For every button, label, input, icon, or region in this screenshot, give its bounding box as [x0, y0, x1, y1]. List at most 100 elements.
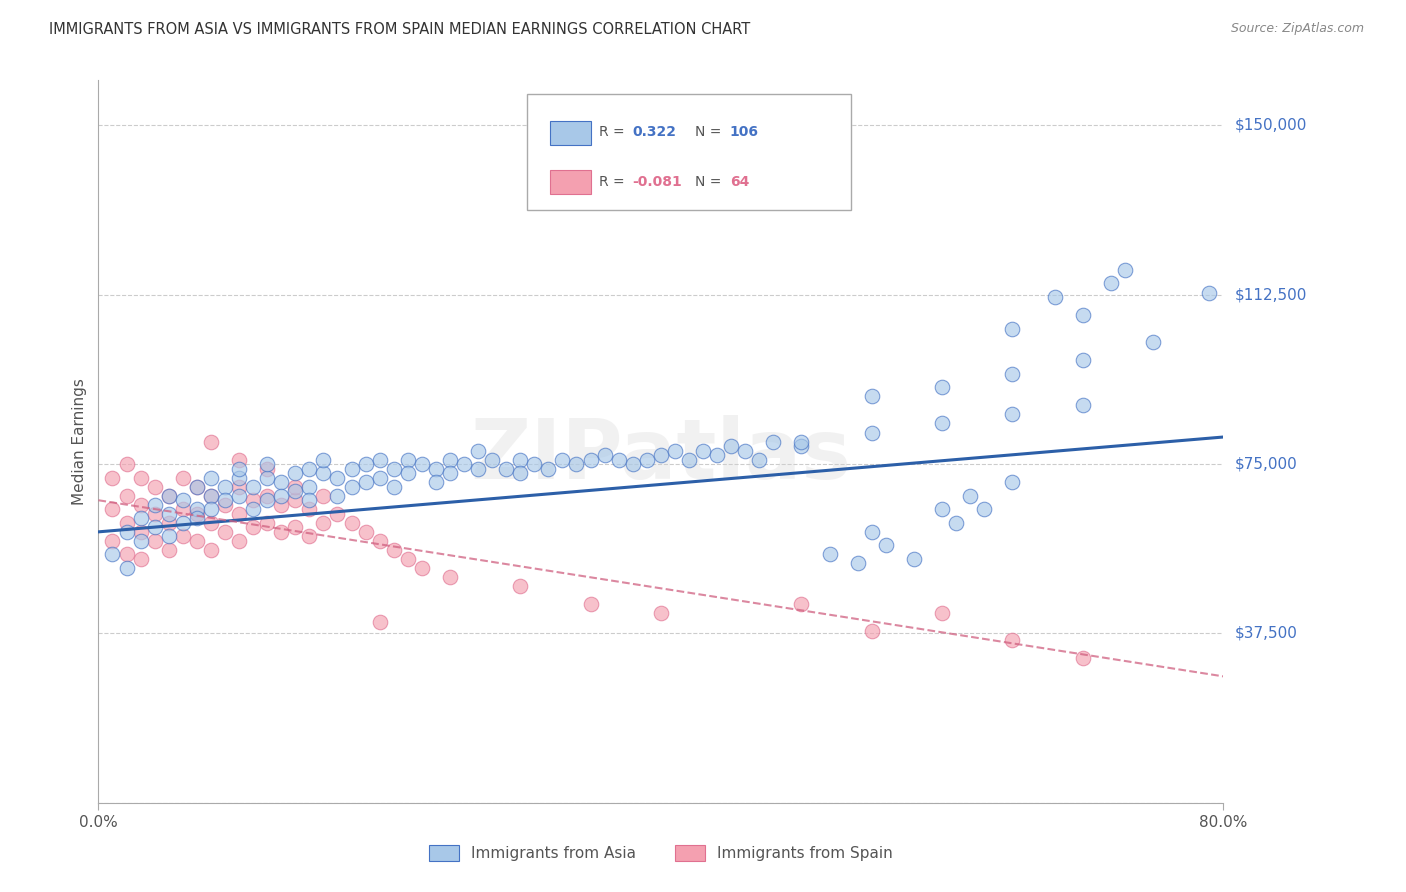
Point [256, 470, 278, 484]
Point [650, 448, 672, 462]
Point [115, 524, 138, 539]
Point [143, 480, 166, 494]
Point [959, 489, 981, 503]
Point [186, 502, 208, 516]
Point [172, 529, 194, 543]
Point [636, 452, 658, 467]
Point [228, 480, 250, 494]
Point [621, 457, 644, 471]
Point [172, 470, 194, 484]
Point [593, 448, 616, 462]
Point [860, 624, 883, 639]
Point [509, 452, 531, 467]
Point [382, 480, 405, 494]
Point [214, 524, 236, 539]
Point [762, 434, 785, 449]
Point [143, 533, 166, 548]
Text: N =: N = [695, 126, 721, 139]
Point [101, 470, 124, 484]
Point [326, 507, 349, 521]
Point [256, 457, 278, 471]
Point [200, 489, 222, 503]
Legend: Immigrants from Asia, Immigrants from Spain: Immigrants from Asia, Immigrants from Sp… [422, 839, 900, 867]
Point [101, 533, 124, 548]
Point [172, 493, 194, 508]
Point [256, 493, 278, 508]
Text: -0.081: -0.081 [633, 175, 682, 188]
Point [157, 489, 180, 503]
Point [1071, 353, 1094, 368]
Point [214, 498, 236, 512]
Text: R =: R = [599, 175, 624, 188]
Point [931, 380, 953, 394]
Point [565, 457, 588, 471]
Text: Source: ZipAtlas.com: Source: ZipAtlas.com [1230, 22, 1364, 36]
Text: ZIPatlas: ZIPatlas [471, 416, 851, 497]
Text: $112,500: $112,500 [1234, 287, 1306, 302]
Point [790, 439, 813, 453]
Point [537, 461, 560, 475]
Point [1001, 475, 1024, 490]
Point [860, 425, 883, 440]
Point [228, 461, 250, 475]
Point [157, 516, 180, 530]
Point [101, 502, 124, 516]
Point [115, 489, 138, 503]
Point [200, 502, 222, 516]
Point [186, 533, 208, 548]
Point [931, 502, 953, 516]
Point [228, 489, 250, 503]
Point [973, 502, 995, 516]
Text: $75,000: $75,000 [1234, 457, 1298, 472]
Point [818, 548, 841, 562]
Point [101, 548, 124, 562]
Text: 106: 106 [730, 126, 759, 139]
Point [425, 461, 447, 475]
Point [664, 443, 686, 458]
Point [790, 597, 813, 611]
Point [846, 557, 869, 571]
Point [186, 480, 208, 494]
Point [354, 475, 377, 490]
Point [298, 502, 321, 516]
Point [214, 493, 236, 508]
Point [1001, 633, 1024, 648]
Point [143, 507, 166, 521]
Point [340, 461, 363, 475]
Point [1071, 308, 1094, 322]
Point [425, 475, 447, 490]
Point [439, 570, 461, 584]
Point [678, 452, 700, 467]
Text: 64: 64 [730, 175, 749, 188]
Point [214, 480, 236, 494]
Point [453, 457, 475, 471]
Point [396, 466, 419, 480]
Point [186, 511, 208, 525]
Point [284, 480, 307, 494]
Y-axis label: Median Earnings: Median Earnings [72, 378, 87, 505]
Point [340, 480, 363, 494]
Point [256, 516, 278, 530]
Point [115, 457, 138, 471]
Point [270, 524, 292, 539]
Point [129, 533, 152, 548]
Point [186, 480, 208, 494]
Point [298, 529, 321, 543]
Point [298, 461, 321, 475]
Point [200, 516, 222, 530]
Point [396, 552, 419, 566]
Point [368, 470, 391, 484]
Point [228, 533, 250, 548]
Point [748, 452, 770, 467]
Point [115, 516, 138, 530]
Point [256, 489, 278, 503]
Point [354, 524, 377, 539]
Point [1114, 263, 1136, 277]
Point [368, 615, 391, 630]
Point [1071, 651, 1094, 665]
Point [579, 452, 602, 467]
Point [692, 443, 714, 458]
Point [945, 516, 967, 530]
Point [129, 524, 152, 539]
Point [368, 452, 391, 467]
